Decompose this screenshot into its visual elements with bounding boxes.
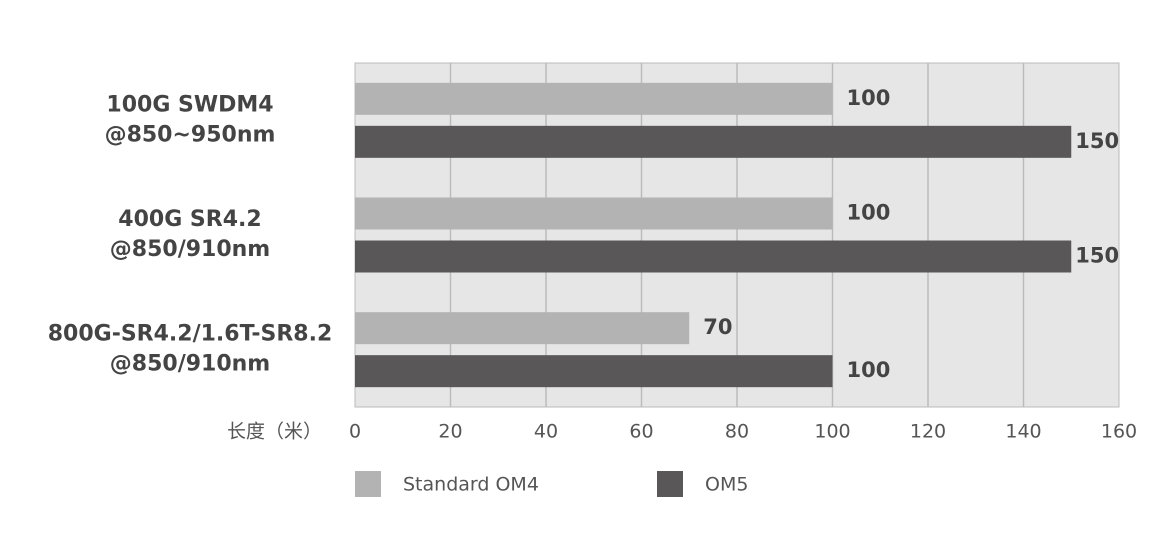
legend-swatch — [657, 471, 683, 497]
legend-label: Standard OM4 — [403, 474, 539, 496]
y-tick-label: @850/910nm — [110, 237, 270, 262]
bar — [355, 82, 833, 115]
value-label: 150 — [1075, 244, 1119, 268]
y-tick-label: 800G-SR4.2/1.6T-SR8.2 — [48, 322, 333, 347]
y-tick-label: @850~950nm — [105, 122, 276, 147]
x-tick-label: 120 — [910, 421, 946, 443]
x-tick-label: 20 — [438, 421, 462, 443]
value-label: 100 — [847, 358, 891, 382]
y-tick-label: 400G SR4.2 — [118, 207, 261, 232]
bar — [355, 197, 833, 230]
x-tick-label: 60 — [629, 421, 653, 443]
x-tick-label: 80 — [725, 421, 749, 443]
x-tick-label: 160 — [1101, 421, 1137, 443]
x-tick-label: 40 — [534, 421, 558, 443]
x-tick-label: 140 — [1005, 421, 1041, 443]
x-tick-label: 0 — [349, 421, 361, 443]
y-tick-label: 100G SWDM4 — [106, 92, 273, 117]
x-tick-label: 100 — [814, 421, 850, 443]
bar — [355, 355, 833, 388]
bar — [355, 240, 1072, 273]
bar — [355, 125, 1072, 158]
value-label: 100 — [847, 86, 891, 110]
value-label: 100 — [847, 201, 891, 225]
value-label: 70 — [703, 315, 732, 339]
bar — [355, 312, 690, 345]
y-tick-label: @850/910nm — [110, 352, 270, 377]
legend-label: OM5 — [705, 474, 748, 496]
legend-swatch — [355, 471, 381, 497]
value-label: 150 — [1075, 129, 1119, 153]
x-axis-label: 长度（米） — [227, 421, 322, 443]
